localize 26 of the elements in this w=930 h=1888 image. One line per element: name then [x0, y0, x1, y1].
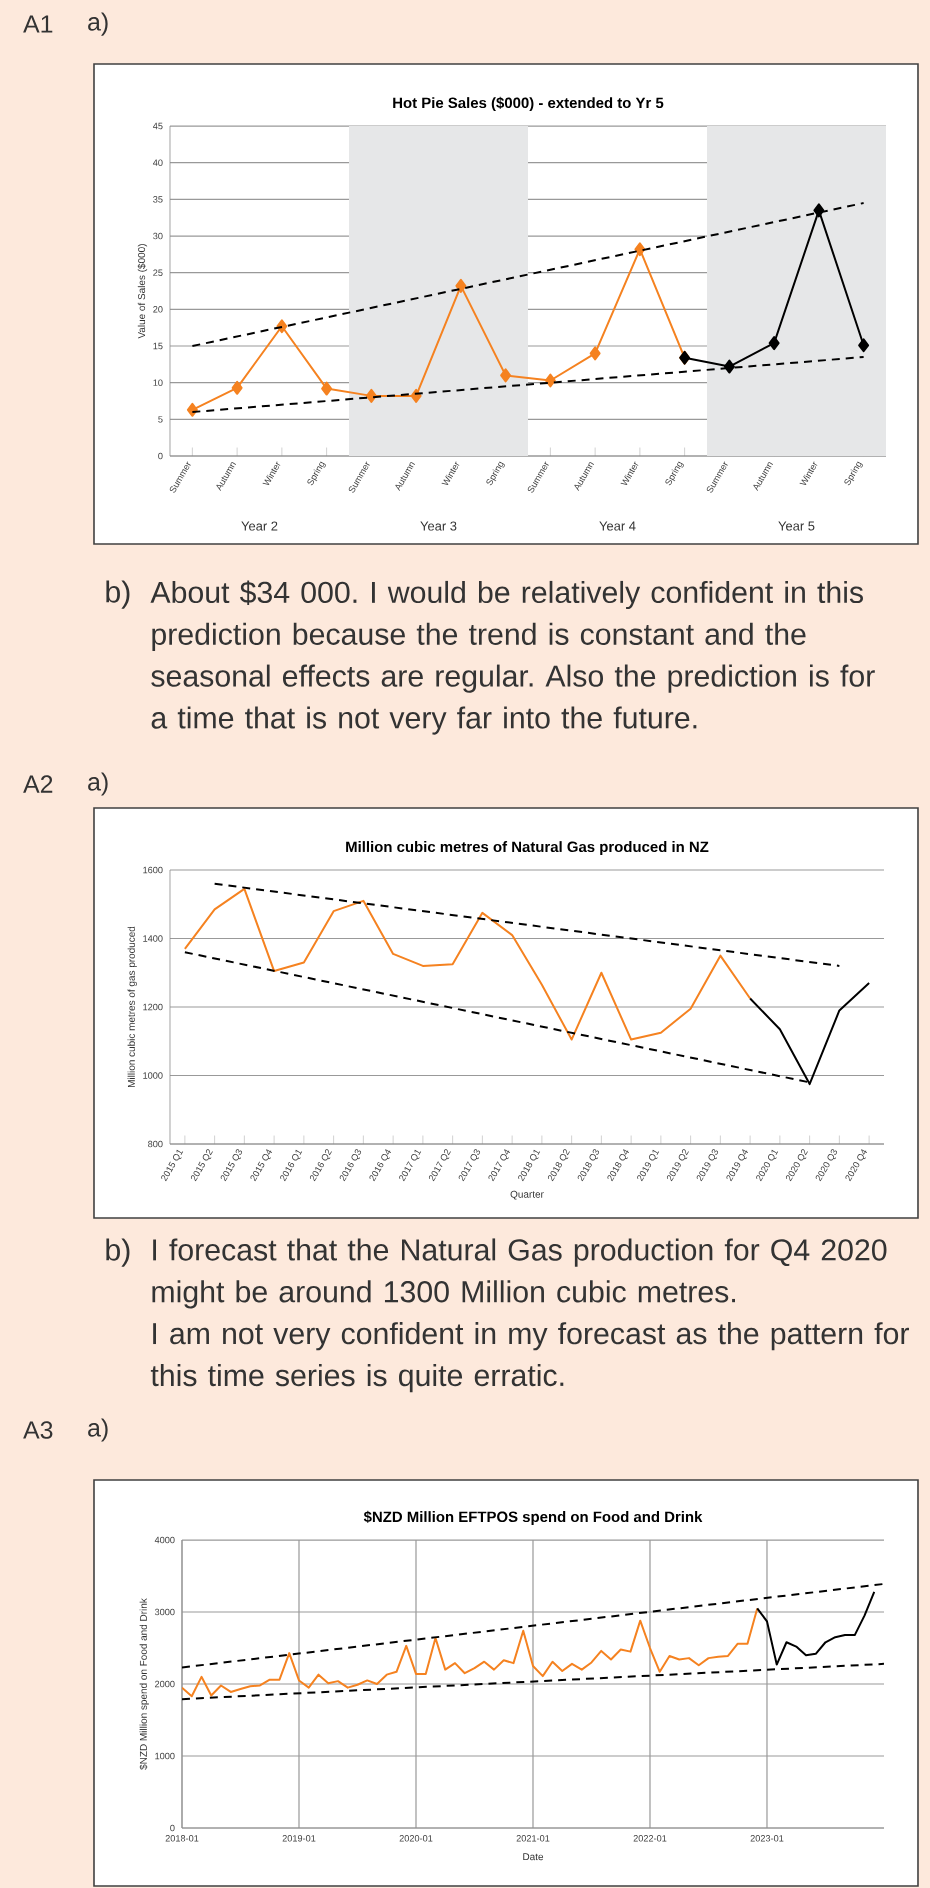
- point: [500, 368, 512, 383]
- text: I forecast that the Natural Gas production for Q4 2020 might be around 1300 Million cubic metres.: [152, 1238, 887, 1309]
- text: A2: [23, 775, 53, 793]
- point: [231, 380, 243, 395]
- point: [813, 203, 825, 218]
- text: b): [106, 580, 130, 609]
- point: [455, 278, 467, 293]
- text: About $34 000. I would be relatively confident in this prediction because the trend is constant and the seasonal effects are regular. Also the prediction is for a time that is not very far into the future.: [150, 580, 875, 735]
- point: [365, 388, 377, 403]
- line-series: [183, 887, 752, 1041]
- point: [768, 336, 780, 351]
- line-series: [756, 1590, 876, 1666]
- point: [321, 381, 333, 396]
- text: a): [88, 1418, 108, 1442]
- point: [634, 242, 646, 257]
- line-series: [182, 1607, 759, 1698]
- point: [589, 346, 601, 361]
- text: a): [88, 772, 108, 796]
- point: [723, 359, 735, 374]
- text: a): [88, 12, 108, 36]
- text: b): [106, 1238, 130, 1267]
- text: A1: [23, 15, 53, 33]
- point: [544, 373, 556, 388]
- point: [858, 338, 870, 353]
- text: A3: [23, 1421, 53, 1439]
- text: I am not very confident in my forecast as the pattern for this time series is quite erratic.: [150, 1322, 909, 1393]
